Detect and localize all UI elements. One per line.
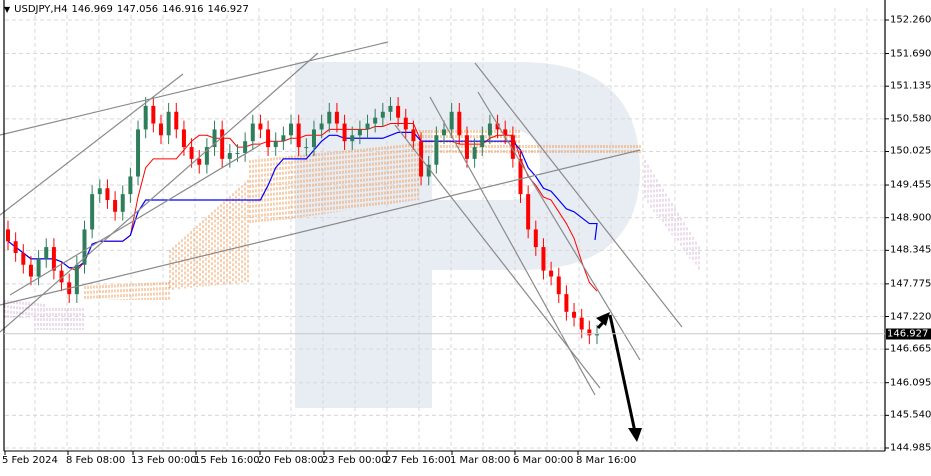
current-price-label: 146.927 [886, 328, 931, 340]
price-tick-label: 146.095 [890, 377, 931, 389]
grid-lines [5, 8, 885, 451]
collapse-triangle-icon[interactable]: ▼ [4, 5, 11, 14]
price-tick-label: 151.135 [890, 80, 931, 92]
close-value: 146.927 [207, 4, 249, 15]
time-tick-label: 6 Mar 00:00 [513, 455, 574, 466]
high-value: 147.056 [116, 4, 159, 15]
trendlines[interactable] [0, 41, 683, 396]
price-tick-label: 149.455 [890, 179, 931, 191]
time-tick-label: 1 Mar 08:00 [450, 455, 511, 466]
open-value: 146.969 [71, 4, 113, 15]
price-tick-label: 151.690 [890, 48, 931, 60]
time-tick-label: 8 Mar 16:00 [576, 455, 637, 466]
watermark-logo [295, 62, 640, 408]
time-tick-label: 15 Feb 16:00 [194, 455, 260, 466]
axes [3, 0, 889, 455]
chart-title-bar: ▼ USDJPY,H4 146.969 147.056 146.916 146.… [4, 4, 249, 15]
time-tick-label: 13 Feb 00:00 [131, 455, 197, 466]
time-tick-label: 27 Feb 16:00 [385, 455, 451, 466]
time-tick-label: 5 Feb 2024 [2, 455, 58, 466]
ichimoku-cloud [4, 130, 700, 330]
time-tick-label: 20 Feb 08:00 [258, 455, 324, 466]
price-tick-label: 145.540 [890, 409, 931, 421]
price-tick-label: 148.345 [890, 244, 931, 256]
price-tick-label: 147.220 [890, 311, 931, 322]
low-value: 146.916 [162, 4, 204, 15]
price-tick-label: 148.900 [890, 212, 931, 224]
price-tick-label: 146.665 [890, 343, 931, 355]
time-tick-label: 23 Feb 00:00 [322, 455, 388, 466]
price-tick-label: 152.260 [890, 14, 931, 26]
price-tick-label: 150.025 [890, 145, 931, 157]
candlesticks [6, 97, 599, 345]
time-tick-label: 8 Feb 08:00 [66, 455, 126, 466]
price-tick-label: 147.775 [890, 278, 931, 290]
price-tick-label: 150.580 [890, 113, 931, 125]
symbol-label: USDJPY,H4 [14, 4, 68, 15]
forecast-arrow [596, 312, 642, 442]
price-tick-label: 144.985 [890, 442, 931, 454]
